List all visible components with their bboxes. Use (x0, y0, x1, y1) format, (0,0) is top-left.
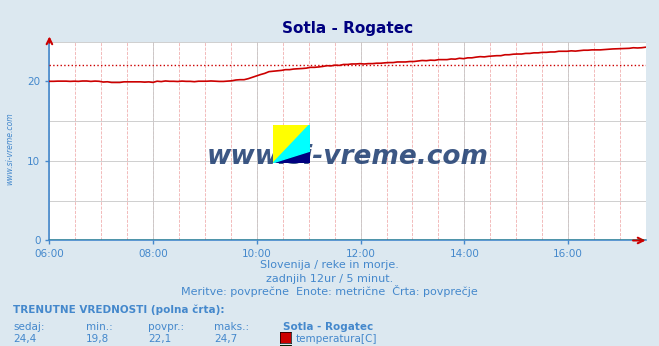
Text: Sotla - Rogatec: Sotla - Rogatec (283, 322, 374, 332)
Text: 19,8: 19,8 (86, 334, 109, 344)
Title: Sotla - Rogatec: Sotla - Rogatec (282, 21, 413, 36)
Text: 22,1: 22,1 (148, 334, 171, 344)
Text: zadnjih 12ur / 5 minut.: zadnjih 12ur / 5 minut. (266, 274, 393, 284)
Text: temperatura[C]: temperatura[C] (295, 334, 377, 344)
Text: maks.:: maks.: (214, 322, 249, 332)
Polygon shape (273, 125, 310, 163)
Text: sedaj:: sedaj: (13, 322, 45, 332)
Text: TRENUTNE VREDNOSTI (polna črta):: TRENUTNE VREDNOSTI (polna črta): (13, 304, 225, 315)
Text: Meritve: povprečne  Enote: metrične  Črta: povprečje: Meritve: povprečne Enote: metrične Črta:… (181, 285, 478, 297)
Text: povpr.:: povpr.: (148, 322, 185, 332)
Text: 24,4: 24,4 (13, 334, 36, 344)
Text: 24,7: 24,7 (214, 334, 237, 344)
Text: www.si-vreme.com: www.si-vreme.com (207, 144, 488, 170)
Text: min.:: min.: (86, 322, 113, 332)
Text: Slovenija / reke in morje.: Slovenija / reke in morje. (260, 260, 399, 270)
Polygon shape (273, 125, 310, 163)
Text: www.si-vreme.com: www.si-vreme.com (5, 112, 14, 185)
